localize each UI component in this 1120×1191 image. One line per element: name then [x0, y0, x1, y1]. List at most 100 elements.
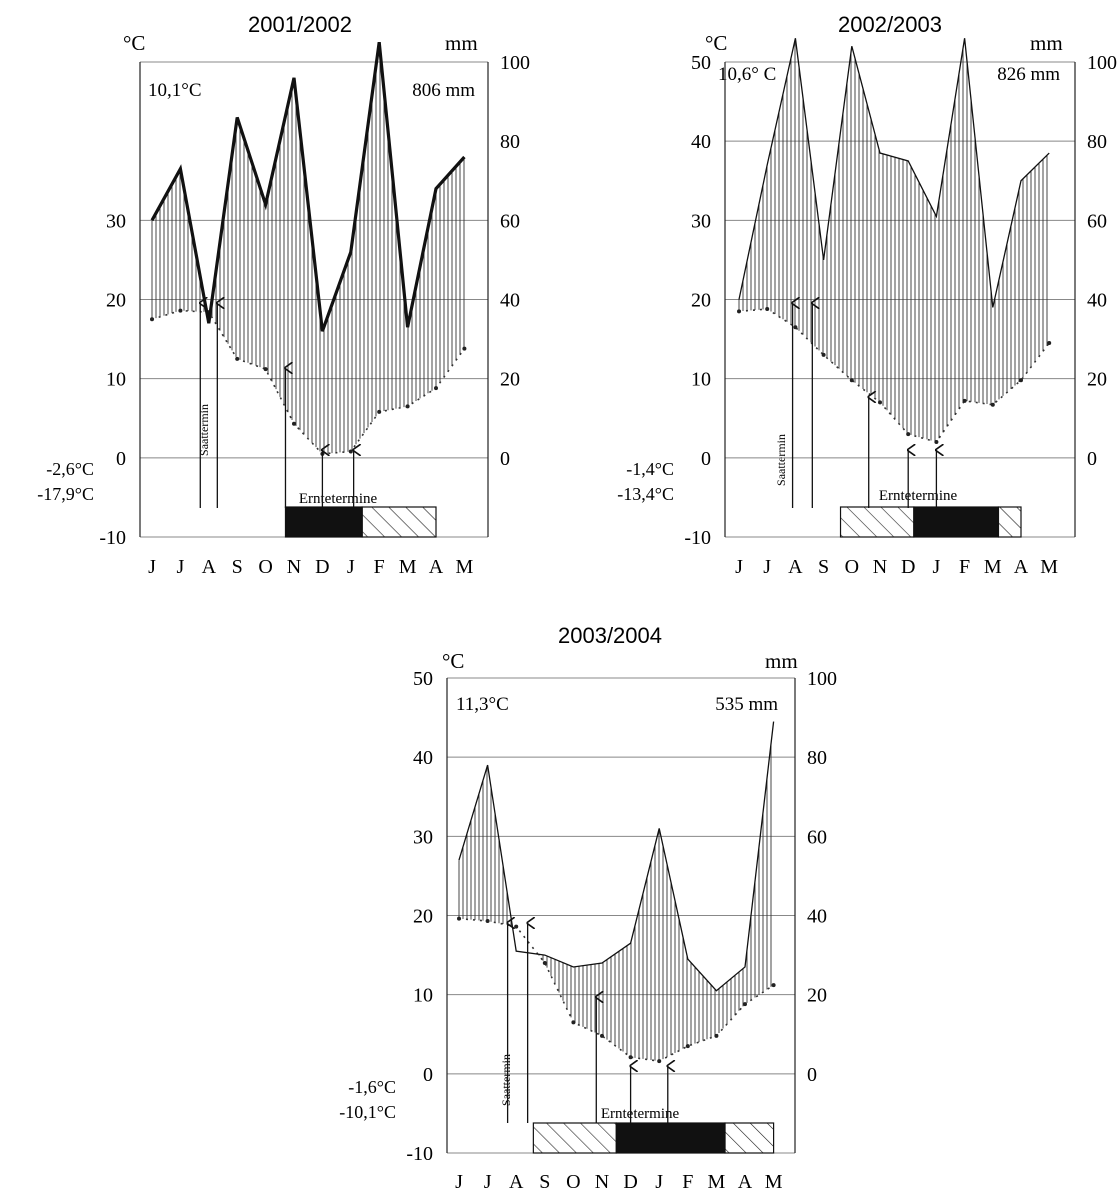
growth-period-bar	[361, 506, 437, 538]
temperature-point	[793, 325, 798, 330]
month-label: O	[566, 1171, 580, 1191]
temperature-point	[348, 449, 353, 454]
harvest-label: Erntetermine	[879, 488, 958, 504]
month-label: D	[315, 556, 329, 578]
sowing-label: Saattermin	[774, 434, 788, 486]
month-label: J	[148, 556, 156, 578]
sowing-label: Saattermin	[499, 1054, 513, 1106]
temperature-point	[600, 1033, 604, 1038]
right-tick-label: 80	[807, 747, 827, 769]
left-tick-label: 10	[413, 985, 433, 1007]
month-label: J	[484, 1171, 492, 1191]
left-tick-label: 10	[691, 369, 711, 391]
left-tick-label: 30	[691, 210, 711, 232]
growth-period-bar	[532, 1122, 617, 1154]
right-tick-label: 100	[1087, 52, 1117, 74]
temperature-point	[628, 1055, 633, 1060]
temperature-point	[714, 1033, 719, 1038]
temperature-line	[151, 309, 466, 455]
abs-min-temperature-label: -10,1°C	[339, 1102, 396, 1122]
min-temperature-label: -1,4°C	[626, 459, 674, 479]
right-axis-unit: mm	[445, 31, 478, 55]
right-tick-label: 100	[807, 668, 837, 690]
growth-period-bar	[997, 506, 1022, 538]
left-tick-label: 40	[691, 131, 711, 153]
left-tick-label: 0	[423, 1064, 433, 1086]
chart-2002-2003: 2002/2003 °C mm 10,6° C 826 mm -1,4°C -1…	[617, 12, 1062, 504]
left-tick-label: 40	[413, 747, 433, 769]
abs-min-temperature-label: -13,4°C	[617, 484, 674, 504]
left-tick-label: 0	[116, 448, 126, 470]
month-label: J	[933, 556, 941, 578]
mean-temperature-label: 11,3°C	[456, 694, 509, 715]
month-label: D	[901, 556, 915, 578]
left-axis-unit: °C	[123, 31, 145, 55]
month-label: N	[287, 556, 301, 578]
month-label: S	[818, 556, 829, 578]
left-tick-label: 0	[701, 448, 711, 470]
temperature-point	[178, 308, 183, 313]
sowing-label: Saattermin	[197, 404, 211, 456]
month-label: M	[708, 1171, 726, 1191]
temperature-point	[990, 402, 995, 407]
growth-period-bar	[724, 1122, 775, 1154]
mean-temperature-label: 10,6° C	[718, 64, 776, 85]
month-label: J	[655, 1171, 663, 1191]
month-label: J	[347, 556, 355, 578]
temperature-point	[150, 317, 154, 322]
right-axis-unit: mm	[765, 649, 798, 673]
left-tick-label: 20	[106, 290, 126, 312]
month-label: M	[456, 556, 474, 578]
right-tick-label: 20	[807, 985, 827, 1007]
right-axis-unit: mm	[1030, 31, 1063, 55]
harvest-period-bar	[615, 1122, 726, 1154]
temperature-point	[743, 1002, 747, 1007]
humid-period-hatching	[458, 743, 772, 1062]
precipitation-line	[458, 721, 775, 992]
month-label: D	[623, 1171, 637, 1191]
month-label: J	[735, 556, 743, 578]
month-label: F	[374, 556, 385, 578]
month-label: N	[873, 556, 887, 578]
right-tick-label: 20	[500, 369, 520, 391]
chart-2001-2002: 2001/2002 °C mm 10,1°C 806 mm -2,6°C -17…	[37, 12, 477, 507]
right-tick-label: 80	[500, 131, 520, 153]
left-axis-unit: °C	[442, 649, 464, 673]
right-tick-label: 20	[1087, 369, 1107, 391]
right-tick-label: 100	[500, 52, 530, 74]
left-tick-label: 30	[106, 210, 126, 232]
left-axis-unit: °C	[705, 31, 727, 55]
temperature-point	[434, 386, 438, 391]
temperature-point	[462, 346, 467, 351]
month-label: S	[539, 1171, 550, 1191]
left-tick-label: 50	[691, 52, 711, 74]
temperature-point	[906, 432, 911, 437]
temperature-point	[934, 440, 939, 444]
chart-2003-2004: 2003/2004 °C mm 11,3°C 535 mm -1,6°C -10…	[339, 623, 797, 1122]
right-tick-label: 40	[807, 906, 827, 928]
right-tick-label: 60	[807, 826, 827, 848]
precipitation-line	[738, 38, 1050, 308]
month-label: M	[765, 1171, 783, 1191]
temperature-point	[685, 1044, 690, 1049]
humid-period-hatching	[151, 50, 465, 454]
annual-precipitation-label: 826 mm	[997, 64, 1060, 85]
temperature-point	[457, 916, 461, 921]
temperature-line	[738, 308, 1050, 443]
month-label: J	[177, 556, 185, 578]
left-tick-label: 30	[413, 826, 433, 848]
right-tick-label: 0	[500, 448, 510, 470]
right-tick-label: 80	[1087, 131, 1107, 153]
temperature-point	[657, 1059, 662, 1064]
left-tick-label: 10	[106, 369, 126, 391]
harvest-label: Erntetermine	[601, 1106, 680, 1122]
temperature-point	[962, 398, 967, 403]
month-label: A	[788, 556, 803, 578]
min-temperature-label: -2,6°C	[46, 459, 94, 479]
left-tick-label: -10	[99, 527, 126, 549]
temperature-point	[263, 367, 268, 372]
month-label: A	[429, 556, 444, 578]
temperature-point	[542, 961, 547, 965]
temperature-line	[458, 917, 775, 1062]
